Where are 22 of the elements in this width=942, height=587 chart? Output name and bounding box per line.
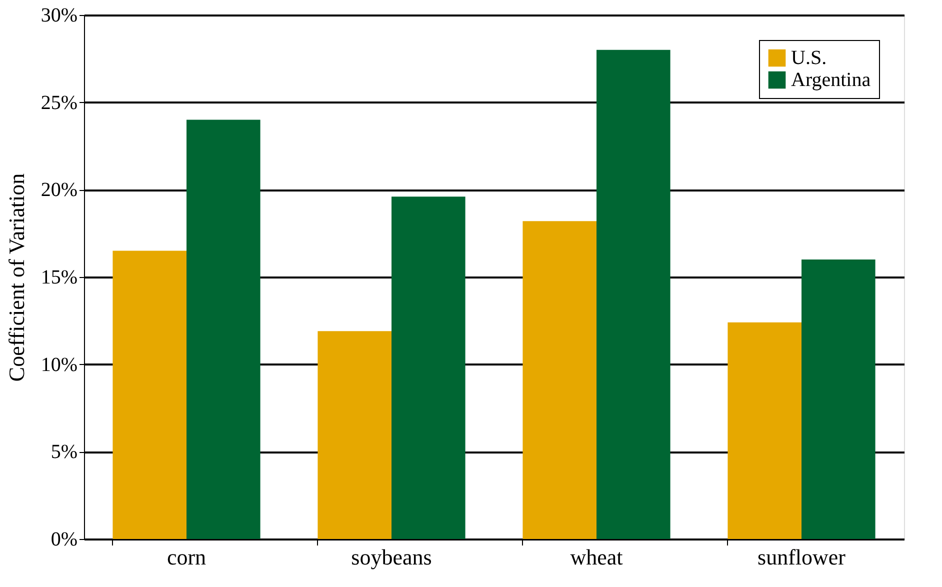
x-tick-label: corn bbox=[166, 544, 206, 570]
bar bbox=[318, 331, 392, 539]
bar bbox=[522, 221, 596, 539]
y-axis-title: Coefficient of Variation bbox=[4, 173, 29, 382]
bar bbox=[802, 260, 876, 539]
bar bbox=[112, 250, 186, 539]
bar bbox=[728, 322, 802, 539]
bar bbox=[186, 120, 260, 539]
bar bbox=[596, 50, 670, 539]
y-tick-label: 30% bbox=[40, 4, 78, 26]
bar bbox=[392, 196, 466, 539]
y-tick-label: 25% bbox=[40, 92, 78, 114]
x-tick-label: wheat bbox=[570, 544, 623, 570]
y-tick-label: 10% bbox=[40, 354, 78, 376]
legend-label: U.S. bbox=[791, 47, 827, 69]
y-tick-label: 15% bbox=[40, 266, 78, 288]
y-tick-label: 20% bbox=[40, 179, 78, 202]
legend-label: Argentina bbox=[791, 69, 871, 91]
x-tick-label: soybeans bbox=[351, 544, 432, 570]
y-tick-label: 5% bbox=[50, 441, 78, 464]
y-tick-label: 0% bbox=[50, 528, 78, 550]
x-tick-label: sunflower bbox=[758, 544, 846, 570]
